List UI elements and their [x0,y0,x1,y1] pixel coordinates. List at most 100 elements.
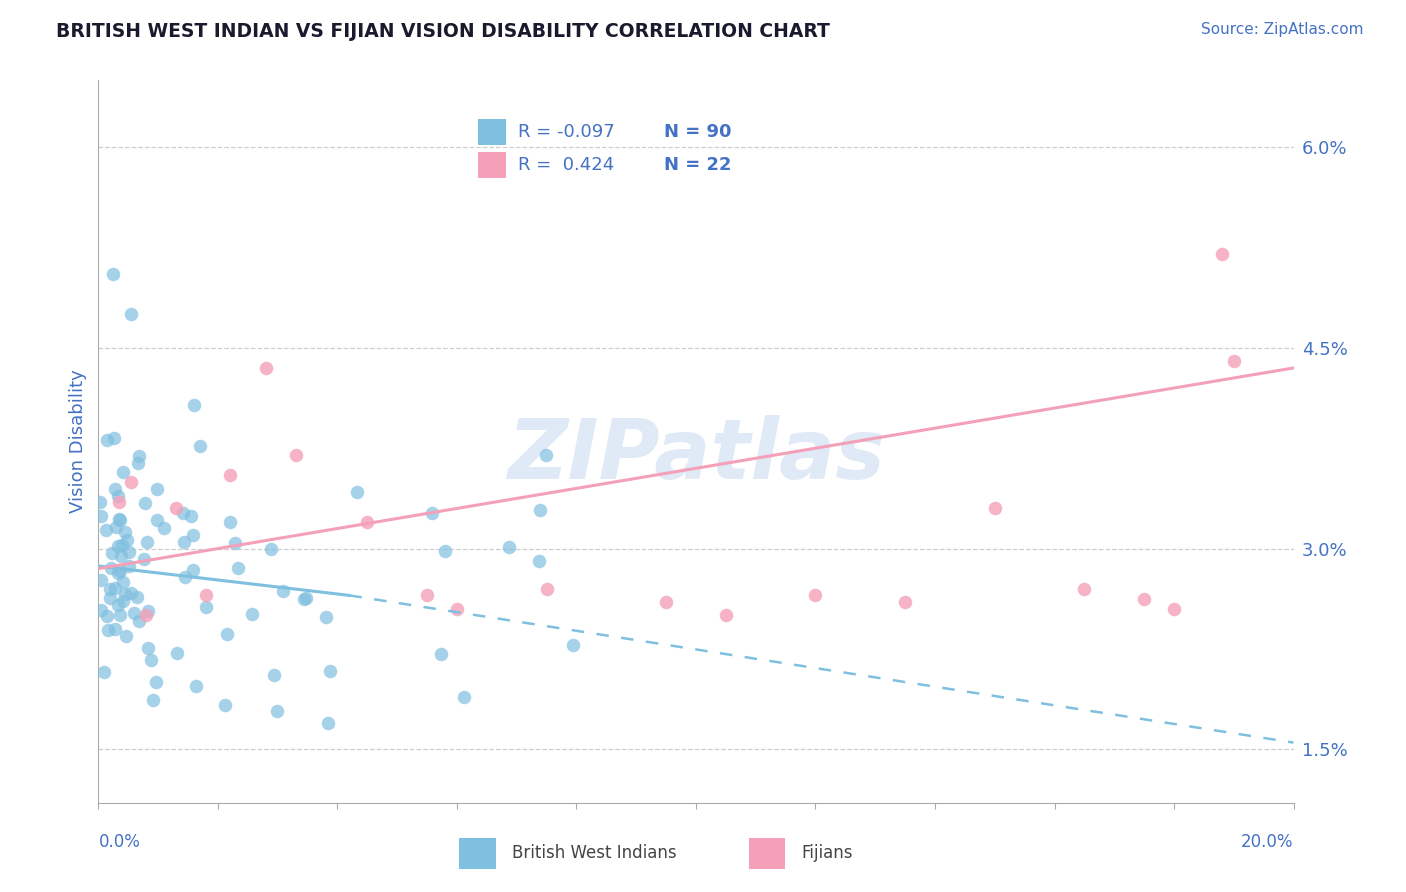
Point [120,475,142,489]
Text: 20.0%: 20.0% [1241,833,1294,851]
Point [263,667,285,681]
Point [166,646,188,660]
Point [136,604,159,618]
Point [195,589,218,603]
Point [655,595,678,609]
Point [420,506,443,520]
Point [112,574,135,589]
Point [416,589,439,603]
Point [145,675,167,690]
Text: 0.0%: 0.0% [98,833,141,851]
Point [128,614,150,628]
Point [561,638,583,652]
Point [446,602,468,616]
Point [194,599,217,614]
Point [1223,354,1246,368]
Point [214,698,236,713]
Point [181,563,204,577]
Point [132,552,155,566]
Point [316,716,339,731]
Point [240,607,263,621]
Point [96,433,118,447]
Point [527,554,550,568]
Point [536,582,558,596]
Point [180,508,202,523]
Point [152,521,174,535]
Point [135,608,157,623]
Point [110,513,132,527]
Point [534,448,557,462]
Point [1163,602,1185,616]
Point [273,584,295,599]
Point [115,629,138,643]
Point [1073,582,1095,596]
Point [89,495,111,509]
Point [98,582,121,596]
Point [104,482,127,496]
Point [115,533,138,547]
Point [98,591,121,606]
Point [101,546,124,560]
Point [96,609,118,624]
Point [103,268,125,282]
Point [120,586,142,600]
Point [120,307,142,321]
Point [292,591,315,606]
Point [90,602,112,616]
Point [136,641,159,656]
Point [104,519,127,533]
Point [108,565,131,579]
Y-axis label: Vision Disability: Vision Disability [69,369,87,514]
Point [529,503,551,517]
Point [103,431,125,445]
Point [173,569,195,583]
Point [90,574,112,588]
Point [118,559,141,574]
Point [165,501,187,516]
Point [181,528,204,542]
Point [173,535,195,549]
Point [224,536,246,550]
Point [104,581,127,595]
Point [114,587,136,601]
Point [111,594,134,608]
Point [894,595,917,609]
Point [219,468,242,483]
Point [100,560,122,574]
Point [90,509,112,524]
Text: ZIPatlas: ZIPatlas [508,416,884,497]
Point [110,549,132,563]
Point [188,439,211,453]
Point [97,623,120,637]
Point [146,482,169,496]
Point [356,515,378,529]
Point [146,513,169,527]
Point [112,465,135,479]
Point [108,494,131,508]
Point [111,538,134,552]
Point [104,622,127,636]
Point [260,541,283,556]
Point [114,524,136,539]
Point [107,566,129,580]
Point [453,690,475,705]
Point [315,610,337,624]
Point [125,590,148,604]
Point [266,704,288,718]
Point [93,665,115,680]
Point [127,456,149,470]
Point [124,607,146,621]
Point [346,485,368,500]
Point [217,627,239,641]
Point [434,544,457,558]
Text: BRITISH WEST INDIAN VS FIJIAN VISION DISABILITY CORRELATION CHART: BRITISH WEST INDIAN VS FIJIAN VISION DIS… [56,22,830,41]
Point [319,664,342,678]
Text: Source: ZipAtlas.com: Source: ZipAtlas.com [1201,22,1364,37]
Point [128,449,150,463]
Point [108,512,131,526]
Point [135,535,157,549]
Point [1133,592,1156,607]
Point [183,398,205,412]
Point [108,607,131,622]
Point [219,516,242,530]
